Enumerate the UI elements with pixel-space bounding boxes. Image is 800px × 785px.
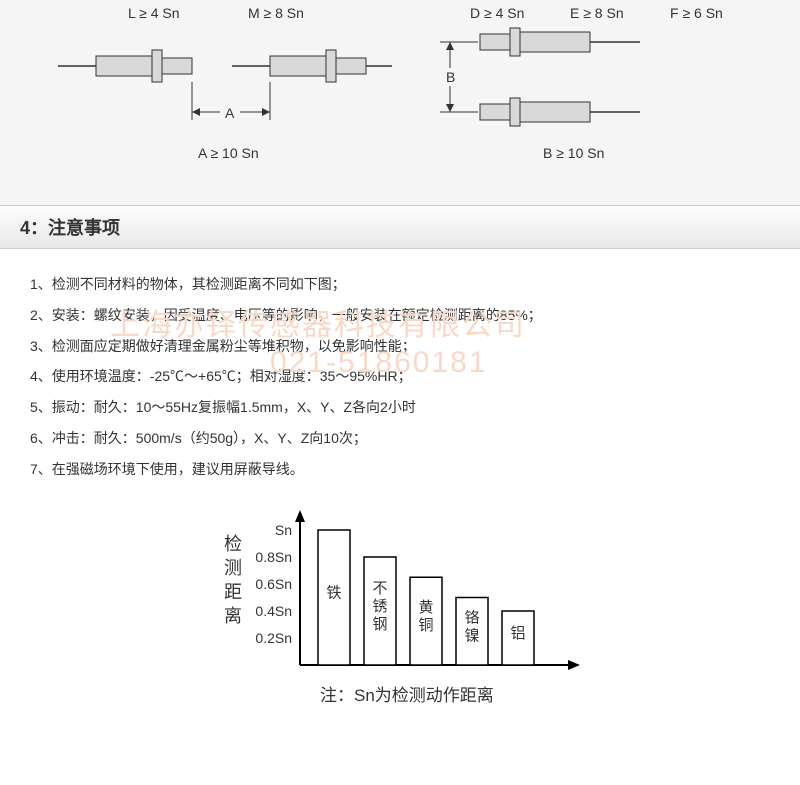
sensor-left-r [232, 50, 392, 82]
svg-text:0.4Sn: 0.4Sn [255, 603, 292, 619]
sensor-top [480, 28, 640, 56]
top-diagrams: L ≥ 4 Sn M ≥ 8 Sn A A ≥ 10 Sn [0, 0, 800, 205]
note-6: 6、冲击：耐久：500m/s（约50g），X、Y、Z向10次； [30, 423, 770, 454]
svg-text:Sn: Sn [275, 522, 292, 538]
dim-letter-b: B [446, 69, 455, 85]
left-label-l: L ≥ 4 Sn [128, 5, 180, 21]
svg-text:检: 检 [224, 534, 242, 554]
svg-text:铝: 铝 [510, 625, 525, 642]
sensor-diagrams-svg: L ≥ 4 Sn M ≥ 8 Sn A A ≥ 10 Sn [0, 0, 800, 205]
dimension-b: B [440, 42, 478, 112]
note-1: 1、检测不同材料的物体，其检测距离不同如下图； [30, 269, 770, 300]
chart-svg: Sn 0.8Sn 0.6Sn 0.4Sn 0.2Sn 检测距离 铁 不锈钢 黄铜 铬镍 铝注：Sn为… [170, 505, 630, 725]
sensor-bottom [480, 98, 640, 126]
dimension-a: A [192, 82, 270, 122]
svg-text:离: 离 [224, 606, 242, 626]
dim-letter-a: A [225, 105, 235, 121]
svg-text:铜: 铜 [418, 617, 433, 634]
right-label-d: D ≥ 4 Sn [470, 5, 524, 21]
note-5: 5、振动：耐久：10～55Hz复振幅1.5mm，X、Y、Z各向2小时 [30, 392, 770, 423]
svg-text:黄: 黄 [418, 599, 433, 616]
sensor-left-l [58, 50, 192, 82]
left-bottom-label: A ≥ 10 Sn [198, 145, 259, 161]
svg-text:锈: 锈 [372, 598, 387, 615]
svg-text:0.6Sn: 0.6Sn [255, 576, 292, 592]
svg-text:距: 距 [224, 582, 242, 602]
svg-text:铬: 铬 [464, 609, 479, 626]
left-diagram: L ≥ 4 Sn M ≥ 8 Sn A A ≥ 10 Sn [58, 5, 392, 161]
left-label-m: M ≥ 8 Sn [248, 5, 304, 21]
right-diagram: D ≥ 4 Sn E ≥ 8 Sn F ≥ 6 Sn B B ≥ 10 Sn [440, 5, 723, 161]
right-label-f: F ≥ 6 Sn [670, 5, 723, 21]
svg-text:铁: 铁 [326, 584, 341, 601]
note-2: 2、安装：螺纹安装，因受温度、电压等的影响，一般安装在额定检测距离的85%； [30, 300, 770, 331]
note-3: 3、检测面应定期做好清理金属粉尘等堆积物，以免影响性能； [30, 331, 770, 362]
svg-text:注：Sn为检测动作距离: 注：Sn为检测动作距离 [320, 686, 494, 705]
material-chart: Sn 0.8Sn 0.6Sn 0.4Sn 0.2Sn 检测距离 铁 不锈钢 黄铜 铬镍 铝注：Sn为… [30, 505, 770, 730]
right-bottom-label: B ≥ 10 Sn [543, 145, 604, 161]
notes-content: 1、检测不同材料的物体，其检测距离不同如下图； 2、安装：螺纹安装，因受温度、电… [0, 249, 800, 750]
right-label-e: E ≥ 8 Sn [570, 5, 624, 21]
svg-text:0.2Sn: 0.2Sn [255, 630, 292, 646]
note-7: 7、在强磁场环境下使用，建议用屏蔽导线。 [30, 454, 770, 485]
svg-text:测: 测 [224, 558, 242, 578]
svg-text:钢: 钢 [372, 616, 387, 633]
section-header: 4：注意事项 [0, 205, 800, 249]
svg-text:不: 不 [372, 580, 387, 597]
svg-text:0.8Sn: 0.8Sn [255, 549, 292, 565]
note-4: 4、使用环境温度：-25℃～+65℃；相对湿度：35～95%HR； [30, 361, 770, 392]
svg-text:镍: 镍 [464, 626, 479, 644]
